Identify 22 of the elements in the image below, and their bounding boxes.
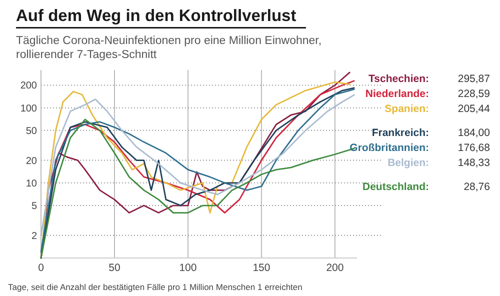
y-tick-label: 100	[20, 103, 38, 114]
chart-subtitle: Tägliche Corona-Neuinfektionen pro eine Million Einwohner, rollierender 7-Tages-Schnitt	[16, 35, 322, 61]
y-tick-label: 20	[26, 156, 38, 167]
text: Spanien: 205,44	[384, 103, 490, 115]
x-tick-label: 200	[326, 262, 344, 274]
y-tick-label: 2	[31, 230, 38, 242]
y-tick-label: 5	[31, 201, 38, 212]
y-tick-label: 10	[26, 178, 38, 190]
x-tick-label: 150	[252, 262, 270, 274]
text: Frankreich: 184,00	[372, 127, 490, 139]
y-tick-label: 50	[26, 126, 38, 137]
text: Deutschland: 28,76	[362, 181, 490, 193]
chart-title: Auf dem Weg in den Kontrollverlust	[16, 7, 297, 25]
text: Belgien: 148,33	[388, 157, 490, 169]
y-tick-label: 200	[20, 80, 38, 92]
x-axis-title: Tage, seit die Anzahl der bestätigten Fälle pro 1 Million Menschen 1 erreichten	[8, 282, 303, 292]
text: Großbritannien: 176,68	[350, 142, 490, 154]
text: Niederlande: 228,59	[365, 88, 490, 100]
x-tick-label: 50	[108, 262, 120, 274]
x-tick-label: 0	[38, 262, 44, 274]
text: Tschechien: 295,87	[368, 73, 490, 85]
x-tick-label: 100	[179, 262, 197, 274]
